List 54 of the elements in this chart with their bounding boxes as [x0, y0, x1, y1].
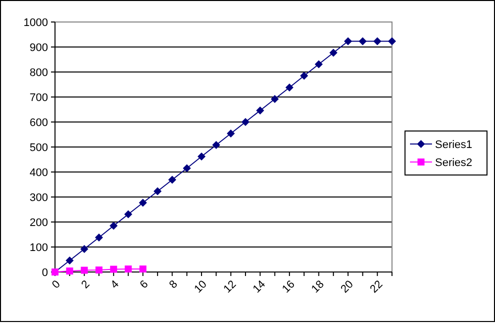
point — [110, 222, 118, 230]
y-tick-label: 700 — [30, 92, 48, 104]
x-tick-label: 10 — [192, 278, 210, 296]
x-tick-label: 20 — [338, 278, 356, 296]
point — [182, 164, 191, 172]
point — [358, 37, 367, 46]
legend-label: Series1 — [435, 138, 472, 151]
point — [66, 256, 74, 264]
x-tick-label: 16 — [280, 278, 298, 296]
point — [270, 95, 279, 103]
y-tick-label: 600 — [30, 116, 48, 129]
x-tick-label: 6 — [138, 278, 151, 292]
point — [80, 266, 88, 274]
point — [110, 266, 118, 273]
point — [388, 37, 396, 46]
point — [241, 118, 250, 126]
point — [285, 84, 294, 92]
point — [95, 266, 102, 274]
point — [66, 268, 74, 274]
x-tick-label: 14 — [250, 278, 268, 296]
x-tick-label: 2 — [79, 278, 92, 292]
x-tick-label: 12 — [222, 278, 239, 296]
point — [94, 234, 103, 242]
point — [212, 141, 220, 149]
point — [344, 37, 352, 46]
y-tick-label: 0 — [42, 266, 48, 279]
point — [124, 266, 132, 272]
point — [256, 106, 264, 114]
point — [139, 266, 146, 272]
point — [154, 187, 162, 196]
y-tick-label: 900 — [30, 42, 48, 54]
y-tick-label: 1000 — [24, 16, 48, 29]
y-tick-label: 800 — [30, 66, 48, 79]
x-tick-label: 8 — [167, 278, 180, 292]
y-tick-label: 400 — [30, 166, 48, 179]
point — [124, 210, 132, 218]
point — [314, 60, 323, 68]
y-tick-label: 300 — [30, 192, 48, 204]
point — [329, 48, 338, 57]
x-tick-label: 0 — [50, 278, 63, 292]
x-tick-label: 18 — [309, 278, 327, 296]
y-tick-label: 500 — [30, 142, 48, 154]
point — [168, 176, 176, 184]
y-tick-label: 100 — [30, 242, 48, 254]
point — [226, 130, 235, 138]
x-tick-label: 22 — [368, 278, 386, 296]
point — [198, 152, 206, 160]
point — [138, 198, 147, 207]
point — [373, 37, 382, 46]
legend-label: Series2 — [435, 156, 472, 169]
point — [300, 72, 308, 80]
y-tick-label: 200 — [30, 216, 48, 229]
point — [80, 245, 88, 253]
x-tick-label: 4 — [108, 278, 122, 292]
